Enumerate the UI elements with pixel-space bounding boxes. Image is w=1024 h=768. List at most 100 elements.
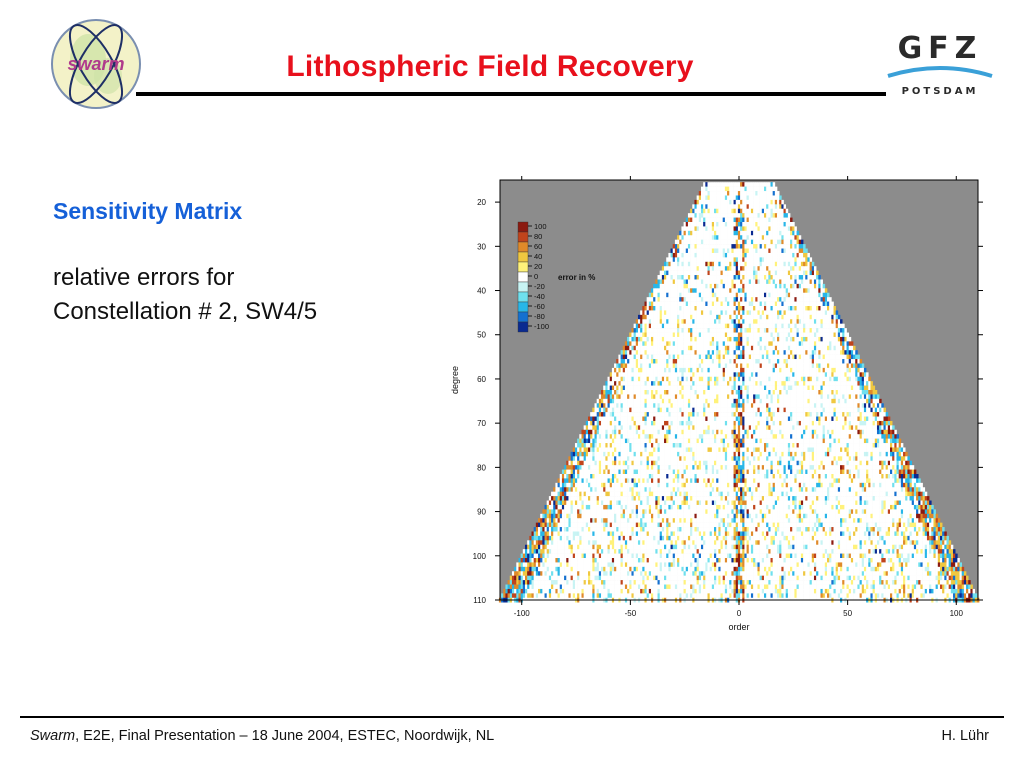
heatmap-cell bbox=[746, 191, 750, 196]
heatmap-cell bbox=[714, 350, 717, 355]
heatmap-cell bbox=[651, 403, 654, 408]
heatmap-cell bbox=[735, 425, 739, 431]
heatmap-cell bbox=[809, 341, 813, 347]
heatmap-cell bbox=[779, 350, 782, 355]
heatmap-cell bbox=[746, 376, 750, 382]
heatmap-cell bbox=[803, 288, 806, 294]
heatmap-cell bbox=[631, 385, 634, 391]
heatmap-cell bbox=[755, 328, 758, 333]
heatmap-cell bbox=[842, 403, 845, 408]
heatmap-cell bbox=[794, 319, 797, 324]
heatmap-cell bbox=[672, 292, 676, 298]
heatmap-cell bbox=[848, 372, 852, 378]
heatmap-cell bbox=[763, 186, 767, 192]
heatmap-cell bbox=[763, 239, 767, 245]
heatmap-cell bbox=[646, 306, 650, 311]
heatmap-cell bbox=[664, 367, 667, 373]
heatmap-cell bbox=[620, 420, 624, 426]
heatmap-cell bbox=[792, 301, 795, 307]
heatmap-cell bbox=[718, 257, 721, 263]
heatmap-cell bbox=[733, 204, 737, 210]
heatmap-cell bbox=[635, 323, 639, 329]
heatmap-cell bbox=[770, 310, 773, 316]
heatmap-cell bbox=[798, 244, 802, 249]
heatmap-cell bbox=[750, 248, 754, 254]
heatmap-cell bbox=[807, 420, 810, 426]
heatmap-cell bbox=[811, 292, 815, 298]
heatmap-cell bbox=[737, 270, 741, 276]
heatmap-cell bbox=[727, 279, 730, 285]
heatmap-cell bbox=[759, 354, 763, 360]
heatmap-cell bbox=[718, 248, 721, 254]
heatmap-cell bbox=[748, 323, 752, 329]
heatmap-cell bbox=[592, 420, 595, 426]
heatmap-cell bbox=[705, 407, 708, 413]
heatmap-cell bbox=[685, 235, 689, 240]
heatmap-cell bbox=[735, 244, 739, 249]
heatmap-cell bbox=[709, 275, 713, 280]
heatmap-cell bbox=[763, 248, 767, 254]
heatmap-cell bbox=[679, 288, 682, 294]
heatmap-cell bbox=[750, 390, 754, 395]
heatmap-cell bbox=[811, 275, 815, 280]
heatmap-cell bbox=[779, 204, 782, 210]
heatmap-cell bbox=[818, 372, 821, 378]
heatmap-cell bbox=[783, 332, 787, 338]
heatmap-cell bbox=[670, 385, 674, 391]
heatmap-cell bbox=[800, 266, 804, 271]
heatmap-cell bbox=[774, 239, 778, 245]
heatmap-cell bbox=[781, 217, 784, 223]
heatmap-cell bbox=[735, 376, 739, 382]
heatmap-cell bbox=[698, 363, 702, 369]
heatmap-cell bbox=[807, 270, 810, 276]
heatmap-cell bbox=[777, 226, 780, 232]
heatmap-cell bbox=[694, 323, 697, 329]
heatmap-cell bbox=[772, 420, 776, 426]
heatmap-cell bbox=[672, 381, 676, 386]
heatmap-cell bbox=[692, 292, 695, 298]
heatmap-cell bbox=[729, 292, 732, 298]
heatmap-cell bbox=[737, 199, 741, 205]
heatmap-cell bbox=[727, 372, 730, 378]
heatmap-cell bbox=[683, 425, 687, 431]
heatmap-cell bbox=[759, 213, 763, 218]
heatmap-cell bbox=[779, 425, 782, 431]
heatmap-cell bbox=[746, 266, 750, 271]
heatmap-cell bbox=[709, 403, 713, 408]
heatmap-cell bbox=[733, 336, 737, 342]
heatmap-cell bbox=[657, 292, 660, 298]
heatmap-cell bbox=[618, 398, 621, 404]
heatmap-cell bbox=[646, 372, 650, 378]
heatmap-cell bbox=[700, 363, 704, 369]
heatmap-cell bbox=[690, 345, 693, 351]
heatmap-cell bbox=[746, 195, 750, 201]
heatmap-cell bbox=[748, 310, 752, 316]
heatmap-cell bbox=[598, 429, 602, 435]
heatmap-cell bbox=[668, 429, 671, 435]
heatmap-cell bbox=[755, 367, 758, 373]
heatmap-cell bbox=[787, 252, 791, 258]
heatmap-cell bbox=[696, 350, 700, 355]
heatmap-cell bbox=[640, 359, 643, 364]
heatmap-cell bbox=[853, 407, 856, 413]
heatmap-cell bbox=[605, 429, 608, 435]
heatmap-cell bbox=[779, 288, 782, 294]
heatmap-cell bbox=[809, 301, 813, 307]
heatmap-cell bbox=[800, 350, 804, 355]
heatmap-cell bbox=[831, 336, 834, 342]
heatmap-cell bbox=[720, 226, 723, 232]
heatmap-cell bbox=[698, 222, 702, 227]
heatmap-cell bbox=[794, 407, 797, 413]
heatmap-cell bbox=[651, 297, 654, 302]
heatmap-cell bbox=[690, 398, 693, 404]
heatmap-cell bbox=[766, 416, 769, 422]
heatmap-cell bbox=[718, 394, 721, 400]
heatmap-cell bbox=[759, 359, 763, 364]
heatmap-cell bbox=[761, 367, 765, 373]
heatmap-cell bbox=[824, 328, 828, 333]
heatmap-cell bbox=[698, 359, 702, 364]
heatmap-cell bbox=[733, 350, 737, 355]
heatmap-cell bbox=[707, 191, 710, 196]
heatmap-cell bbox=[640, 354, 643, 360]
heatmap-cell bbox=[718, 372, 721, 378]
